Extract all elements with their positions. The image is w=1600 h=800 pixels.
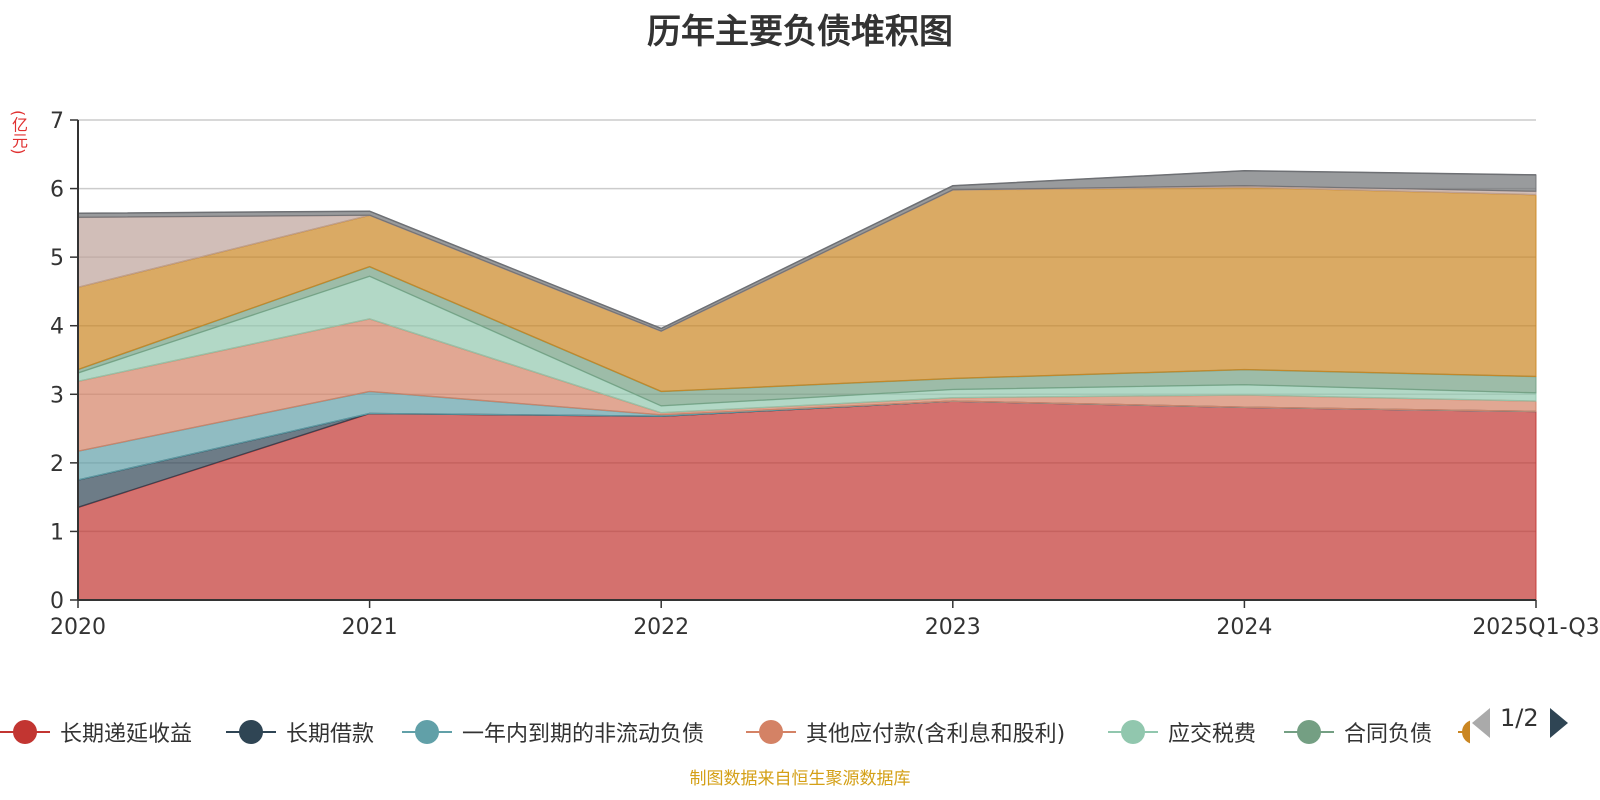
legend-page-indicator: 1/2: [1500, 704, 1539, 732]
legend-item-partial[interactable]: [1458, 712, 1470, 752]
x-tick-label: 2024: [1216, 615, 1272, 640]
legend-marker-icon: [226, 719, 276, 745]
y-tick-label: 4: [50, 315, 64, 340]
y-tick-label: 7: [50, 109, 64, 134]
legend-label: 合同负债: [1344, 722, 1433, 747]
y-tick-label: 0: [50, 589, 64, 614]
x-tick-label: 2022: [633, 615, 689, 640]
y-axis-unit-label: (亿元): [9, 110, 28, 155]
y-tick-label: 2: [50, 452, 64, 477]
legend-pager: 1/2: [1468, 704, 1600, 744]
y-tick-label: 6: [50, 178, 64, 203]
legend-item[interactable]: 一年内到期的非流动负债: [402, 712, 704, 752]
tick-labels: 0 1 2 3 4 5 6 7 2020 2021 2022 2023 2024 2025Q1-Q3: [50, 109, 1600, 640]
legend-item[interactable]: 其他应付款(含利息和股利): [746, 712, 1065, 752]
stacked-area-plot: 0 1 2 3 4 5 6 7 2020 2021 2022 2023 2024 2025Q1-Q3: [50, 109, 1600, 640]
legend-label: 长期递延收益: [60, 722, 193, 747]
x-tick-label: 2021: [342, 615, 398, 640]
legend-label: 其他应付款(含利息和股利): [806, 722, 1066, 747]
x-tick-label: 2025Q1-Q3: [1472, 615, 1599, 640]
legend-marker-icon: [1458, 719, 1470, 745]
legend-prev-page-icon[interactable]: [1472, 708, 1490, 738]
y-tick-label: 3: [50, 383, 64, 408]
legend-marker-icon: [1108, 719, 1158, 745]
x-tick-label: 2023: [925, 615, 981, 640]
legend-marker-icon: [402, 719, 452, 745]
y-tick-label: 1: [50, 520, 64, 545]
legend-marker-icon: [1284, 719, 1334, 745]
source-note: 制图数据来自恒生聚源数据库: [689, 769, 911, 789]
chart-title: 历年主要负债堆积图: [647, 12, 953, 52]
axes: [70, 119, 1537, 608]
y-tick-label: 5: [50, 246, 64, 271]
legend-item[interactable]: 长期借款: [226, 712, 374, 752]
legend-label: 一年内到期的非流动负债: [462, 722, 705, 747]
x-tick-label: 2020: [50, 615, 106, 640]
legend-marker-icon: [0, 719, 50, 745]
legend: 长期递延收益 长期借款 一年内到期的非流动负债 其他应付款(含利息和股利) 应交税费 合同…: [0, 712, 1600, 752]
legend-item[interactable]: 应交税费: [1108, 712, 1256, 752]
legend-label: 应交税费: [1168, 722, 1257, 747]
legend-marker-icon: [746, 719, 796, 745]
area-series-layer: [77, 169, 1537, 601]
legend-label: 长期借款: [286, 722, 375, 747]
legend-next-page-icon[interactable]: [1550, 708, 1568, 738]
legend-item[interactable]: 长期递延收益: [0, 712, 192, 752]
legend-item[interactable]: 合同负债: [1284, 712, 1432, 752]
series-line-8: [77, 169, 1537, 330]
